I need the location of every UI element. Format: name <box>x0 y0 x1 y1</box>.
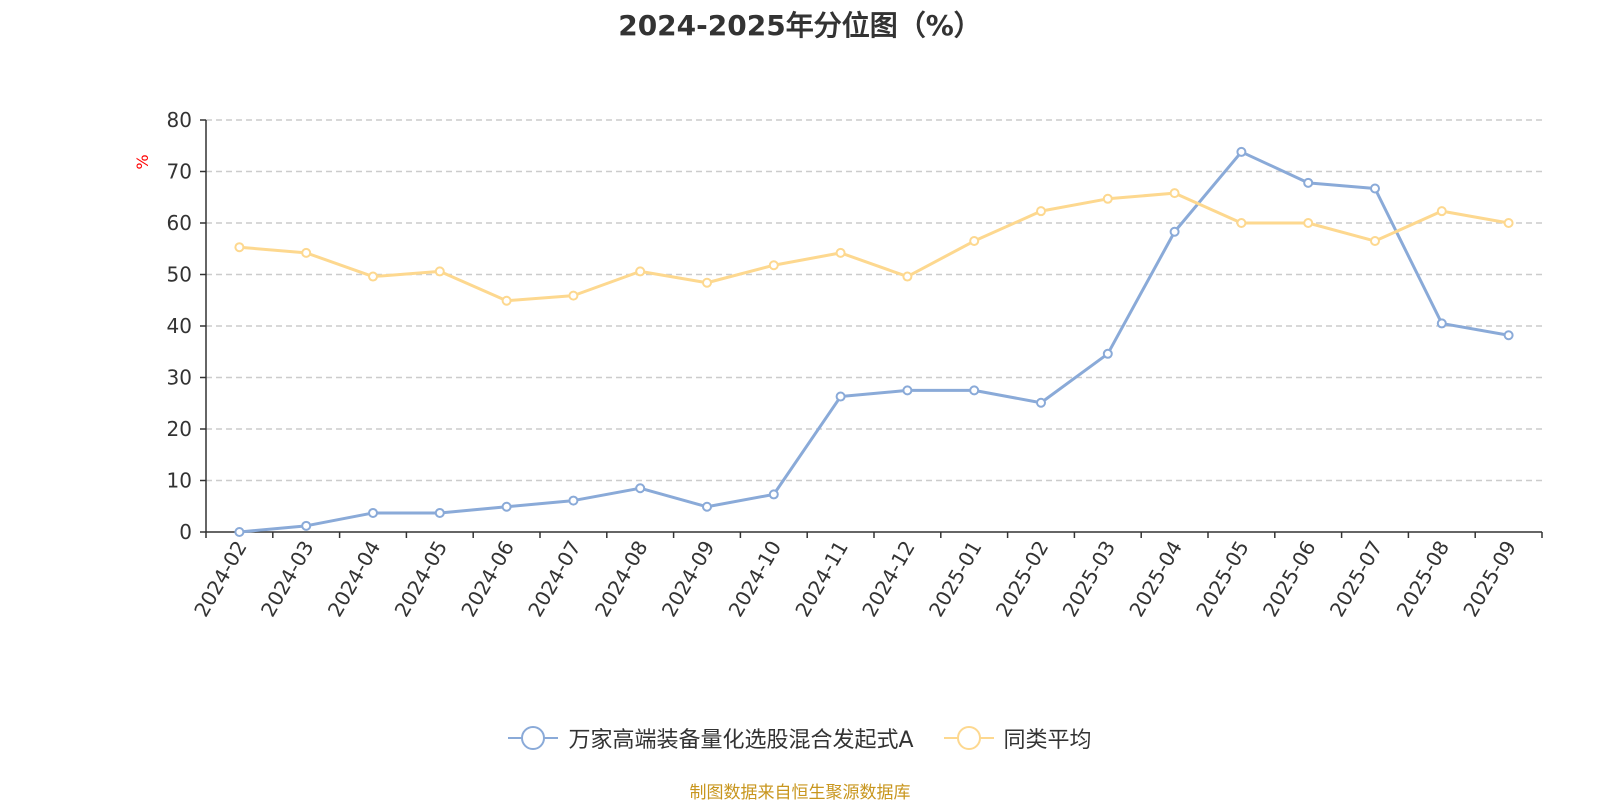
x-tick-label: 2024-08 <box>590 537 653 621</box>
series-0-point <box>768 489 779 500</box>
y-tick-label: 50 <box>167 263 192 287</box>
series <box>234 146 1514 537</box>
series-1-point <box>501 295 512 306</box>
y-tick-label: 10 <box>167 469 192 493</box>
legend-line-circle-icon <box>943 726 994 750</box>
legend-label-peer-average: 同类平均 <box>1003 728 1092 753</box>
series-1-point <box>234 242 245 253</box>
series-0-point <box>1036 397 1046 408</box>
series-1-point <box>301 247 312 258</box>
x-tick-label: 2024-07 <box>523 537 586 621</box>
series-0-point <box>1102 348 1113 359</box>
series-line-1 <box>239 191 1509 303</box>
series-1-point <box>902 271 913 282</box>
y-tick-label: 30 <box>167 366 192 390</box>
x-tick-label: 2025-07 <box>1325 537 1388 621</box>
series-1-point <box>969 236 980 247</box>
x-tick-label: 2025-02 <box>991 537 1054 621</box>
legend-item-fund[interactable]: 万家高端装备量化选股混合发起式A <box>508 722 914 754</box>
x-tick-label: 2024-03 <box>256 537 319 621</box>
series-0-point <box>1436 318 1447 329</box>
series-1-point <box>1036 206 1046 217</box>
x-tick-label: 2025-08 <box>1392 537 1455 621</box>
data-source-note: 制图数据来自恒生聚源数据库 <box>689 783 911 803</box>
legend-item-peer-average[interactable]: 同类平均 <box>943 722 1092 754</box>
series-1-point <box>568 290 579 301</box>
series-0-point <box>501 501 512 512</box>
series-0-point <box>1236 146 1247 157</box>
series-1-point <box>635 266 646 277</box>
x-tick-label: 2024-11 <box>790 537 853 621</box>
series-line-0 <box>239 150 1509 534</box>
series-0-point <box>1169 226 1180 237</box>
x-tick-label: 2025-03 <box>1058 537 1121 621</box>
series-1-point <box>1303 218 1314 228</box>
series-0-point <box>1303 177 1314 188</box>
x-tick-label: 2024-02 <box>189 537 252 621</box>
x-tick-label: 2025-01 <box>924 536 987 620</box>
series-0-point <box>568 495 579 506</box>
x-tick-label: 2024-05 <box>390 537 453 621</box>
series-1-point <box>1370 236 1380 247</box>
series-0-point <box>702 501 712 512</box>
x-tick-label: 2025-05 <box>1191 537 1254 621</box>
series-1-point <box>835 247 846 258</box>
series-1-point <box>1503 218 1514 228</box>
y-tick-label: 40 <box>167 314 192 338</box>
chart-title: 2024-2025年分位图（%） <box>618 9 982 42</box>
x-tick-label: 2025-09 <box>1458 537 1521 621</box>
x-tick-label: 2025-04 <box>1124 537 1187 621</box>
series-1-point <box>368 271 378 282</box>
x-tick-label: 2024-12 <box>857 537 920 621</box>
y-tick-label: 60 <box>167 211 192 235</box>
series-0-point <box>969 385 980 396</box>
series-1-point <box>768 260 779 271</box>
x-tick-label: 2024-10 <box>724 537 787 621</box>
series-0-point <box>835 391 846 402</box>
x-tick-label: 2024-09 <box>657 537 720 621</box>
x-tick-label: 2025-06 <box>1258 537 1321 621</box>
series-1-point <box>1169 188 1180 199</box>
series-0-point <box>368 507 378 518</box>
series-0-point <box>301 520 312 531</box>
legend-label-fund: 万家高端装备量化选股混合发起式A <box>568 728 914 753</box>
y-tick-label: 0 <box>179 520 192 544</box>
x-tick-label: 2024-04 <box>323 537 386 621</box>
legend-line-circle-icon <box>508 726 559 750</box>
series-1-point <box>1436 206 1447 217</box>
y-tick-label: 80 <box>167 108 192 132</box>
series-1-point <box>702 277 712 288</box>
series-1-point <box>1102 193 1113 204</box>
chart-legend: 万家高端装备量化选股混合发起式A 同类平均 <box>0 722 1600 754</box>
x-tick-label: 2024-06 <box>456 537 519 621</box>
series-0-point <box>1503 330 1514 341</box>
series-0-point <box>635 483 646 494</box>
series-0-point <box>902 385 913 396</box>
y-tick-label: 70 <box>167 160 192 184</box>
gridlines <box>206 119 1542 482</box>
y-tick-label: 20 <box>167 417 192 441</box>
series-1-point <box>434 266 445 277</box>
series-0-point <box>434 507 445 518</box>
series-1-point <box>1236 218 1247 228</box>
series-0-point <box>234 527 245 537</box>
y-axis-unit-label: % <box>133 154 152 169</box>
series-0-point <box>1370 183 1380 194</box>
